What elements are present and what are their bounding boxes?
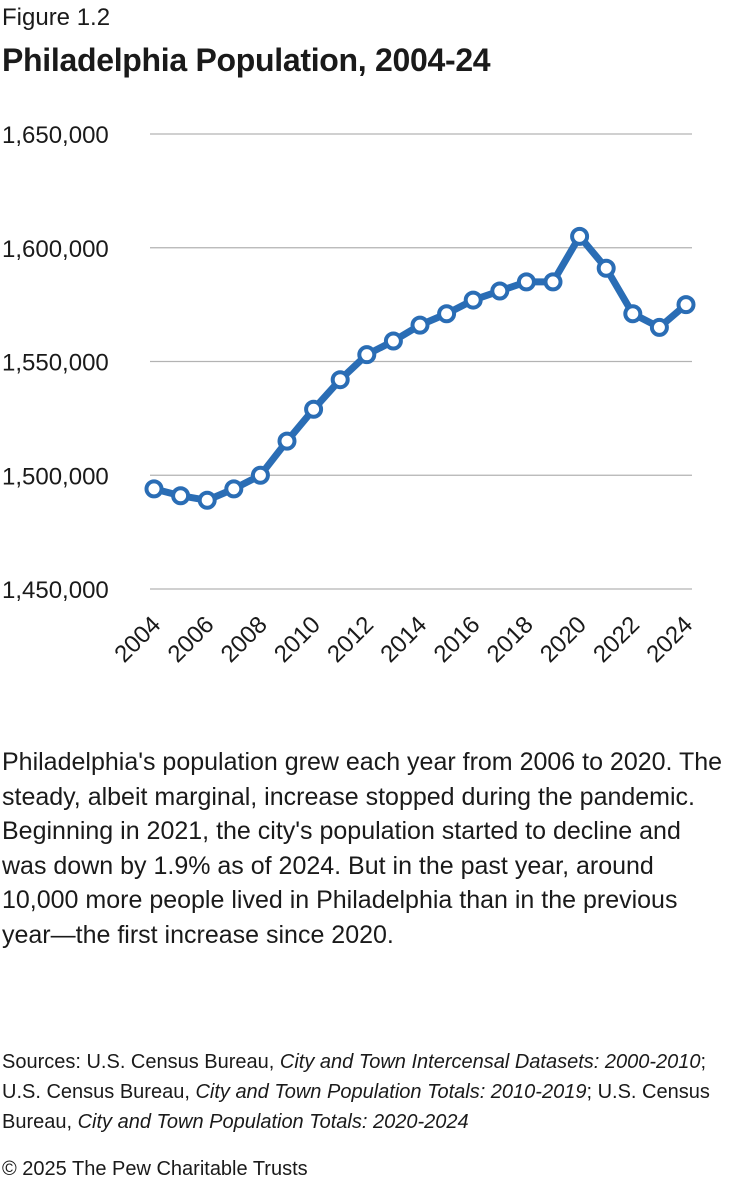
x-tick-label: 2010 bbox=[269, 611, 326, 668]
source-population-2010-2019: City and Town Population Totals: 2010-20… bbox=[195, 1081, 587, 1103]
x-tick-label: 2024 bbox=[641, 611, 698, 668]
source-intercensal-2000-2010: City and Town Intercensal Datasets: 2000… bbox=[279, 1051, 701, 1073]
gridlines bbox=[150, 133, 692, 590]
x-tick-label: 2016 bbox=[429, 611, 486, 668]
data-point bbox=[171, 486, 191, 506]
x-axis-tick-labels: 2004200620082010201220142016201820202022… bbox=[109, 611, 698, 668]
data-point bbox=[543, 272, 563, 292]
x-tick-label: 2022 bbox=[588, 611, 645, 668]
data-point bbox=[224, 479, 244, 499]
y-tick-label: 1,650,000 bbox=[2, 122, 109, 149]
source-population-2020-2024: City and Town Population Totals: 2020-20… bbox=[77, 1111, 469, 1133]
data-point bbox=[330, 370, 350, 390]
x-tick-label: 2018 bbox=[482, 611, 539, 668]
data-point bbox=[197, 490, 217, 510]
data-point bbox=[570, 226, 590, 246]
data-point bbox=[383, 331, 403, 351]
data-point bbox=[516, 272, 536, 292]
data-point bbox=[304, 399, 324, 419]
data-point bbox=[676, 295, 696, 315]
x-tick-label: 2014 bbox=[375, 611, 432, 668]
chart-description: Philadelphia's population grew each year… bbox=[2, 748, 723, 949]
series-population bbox=[144, 226, 696, 510]
data-point bbox=[410, 315, 430, 335]
data-point bbox=[649, 317, 669, 337]
data-point bbox=[596, 258, 616, 278]
figure-label: Figure 1.2 bbox=[2, 4, 111, 31]
data-point bbox=[250, 465, 270, 485]
data-point bbox=[490, 281, 510, 301]
y-tick-label: 1,500,000 bbox=[2, 463, 109, 490]
copyright: © 2025 The Pew Charitable Trusts bbox=[2, 1158, 308, 1180]
sources-note: Sources: U.S. Census Bureau, City and To… bbox=[2, 1047, 730, 1137]
data-point bbox=[144, 479, 164, 499]
x-tick-label: 2004 bbox=[109, 611, 166, 668]
data-point bbox=[463, 290, 483, 310]
y-tick-label: 1,450,000 bbox=[2, 577, 109, 604]
population-line-chart: 1,650,000 1,600,000 1,550,000 1,500,000 1,45… bbox=[2, 122, 698, 668]
x-tick-label: 2012 bbox=[322, 611, 379, 668]
data-point bbox=[277, 431, 297, 451]
x-tick-label: 2006 bbox=[163, 611, 220, 668]
data-point bbox=[623, 304, 643, 324]
y-tick-label: 1,550,000 bbox=[2, 350, 109, 377]
y-axis-tick-labels: 1,650,000 1,600,000 1,550,000 1,500,000 1,45… bbox=[2, 122, 109, 604]
x-tick-label: 2008 bbox=[216, 611, 273, 668]
data-point bbox=[357, 345, 377, 365]
sources-separator: ; U.S. Census Bureau, bbox=[2, 1081, 710, 1133]
sources-lead: Sources: U.S. Census Bureau, bbox=[2, 1051, 280, 1073]
chart-title: Philadelphia Population, 2004-24 bbox=[2, 42, 491, 78]
y-tick-label: 1,600,000 bbox=[2, 236, 109, 263]
x-tick-label: 2020 bbox=[535, 611, 592, 668]
sources-separator: ; U.S. Census Bureau, bbox=[2, 1051, 707, 1103]
data-point bbox=[437, 304, 457, 324]
